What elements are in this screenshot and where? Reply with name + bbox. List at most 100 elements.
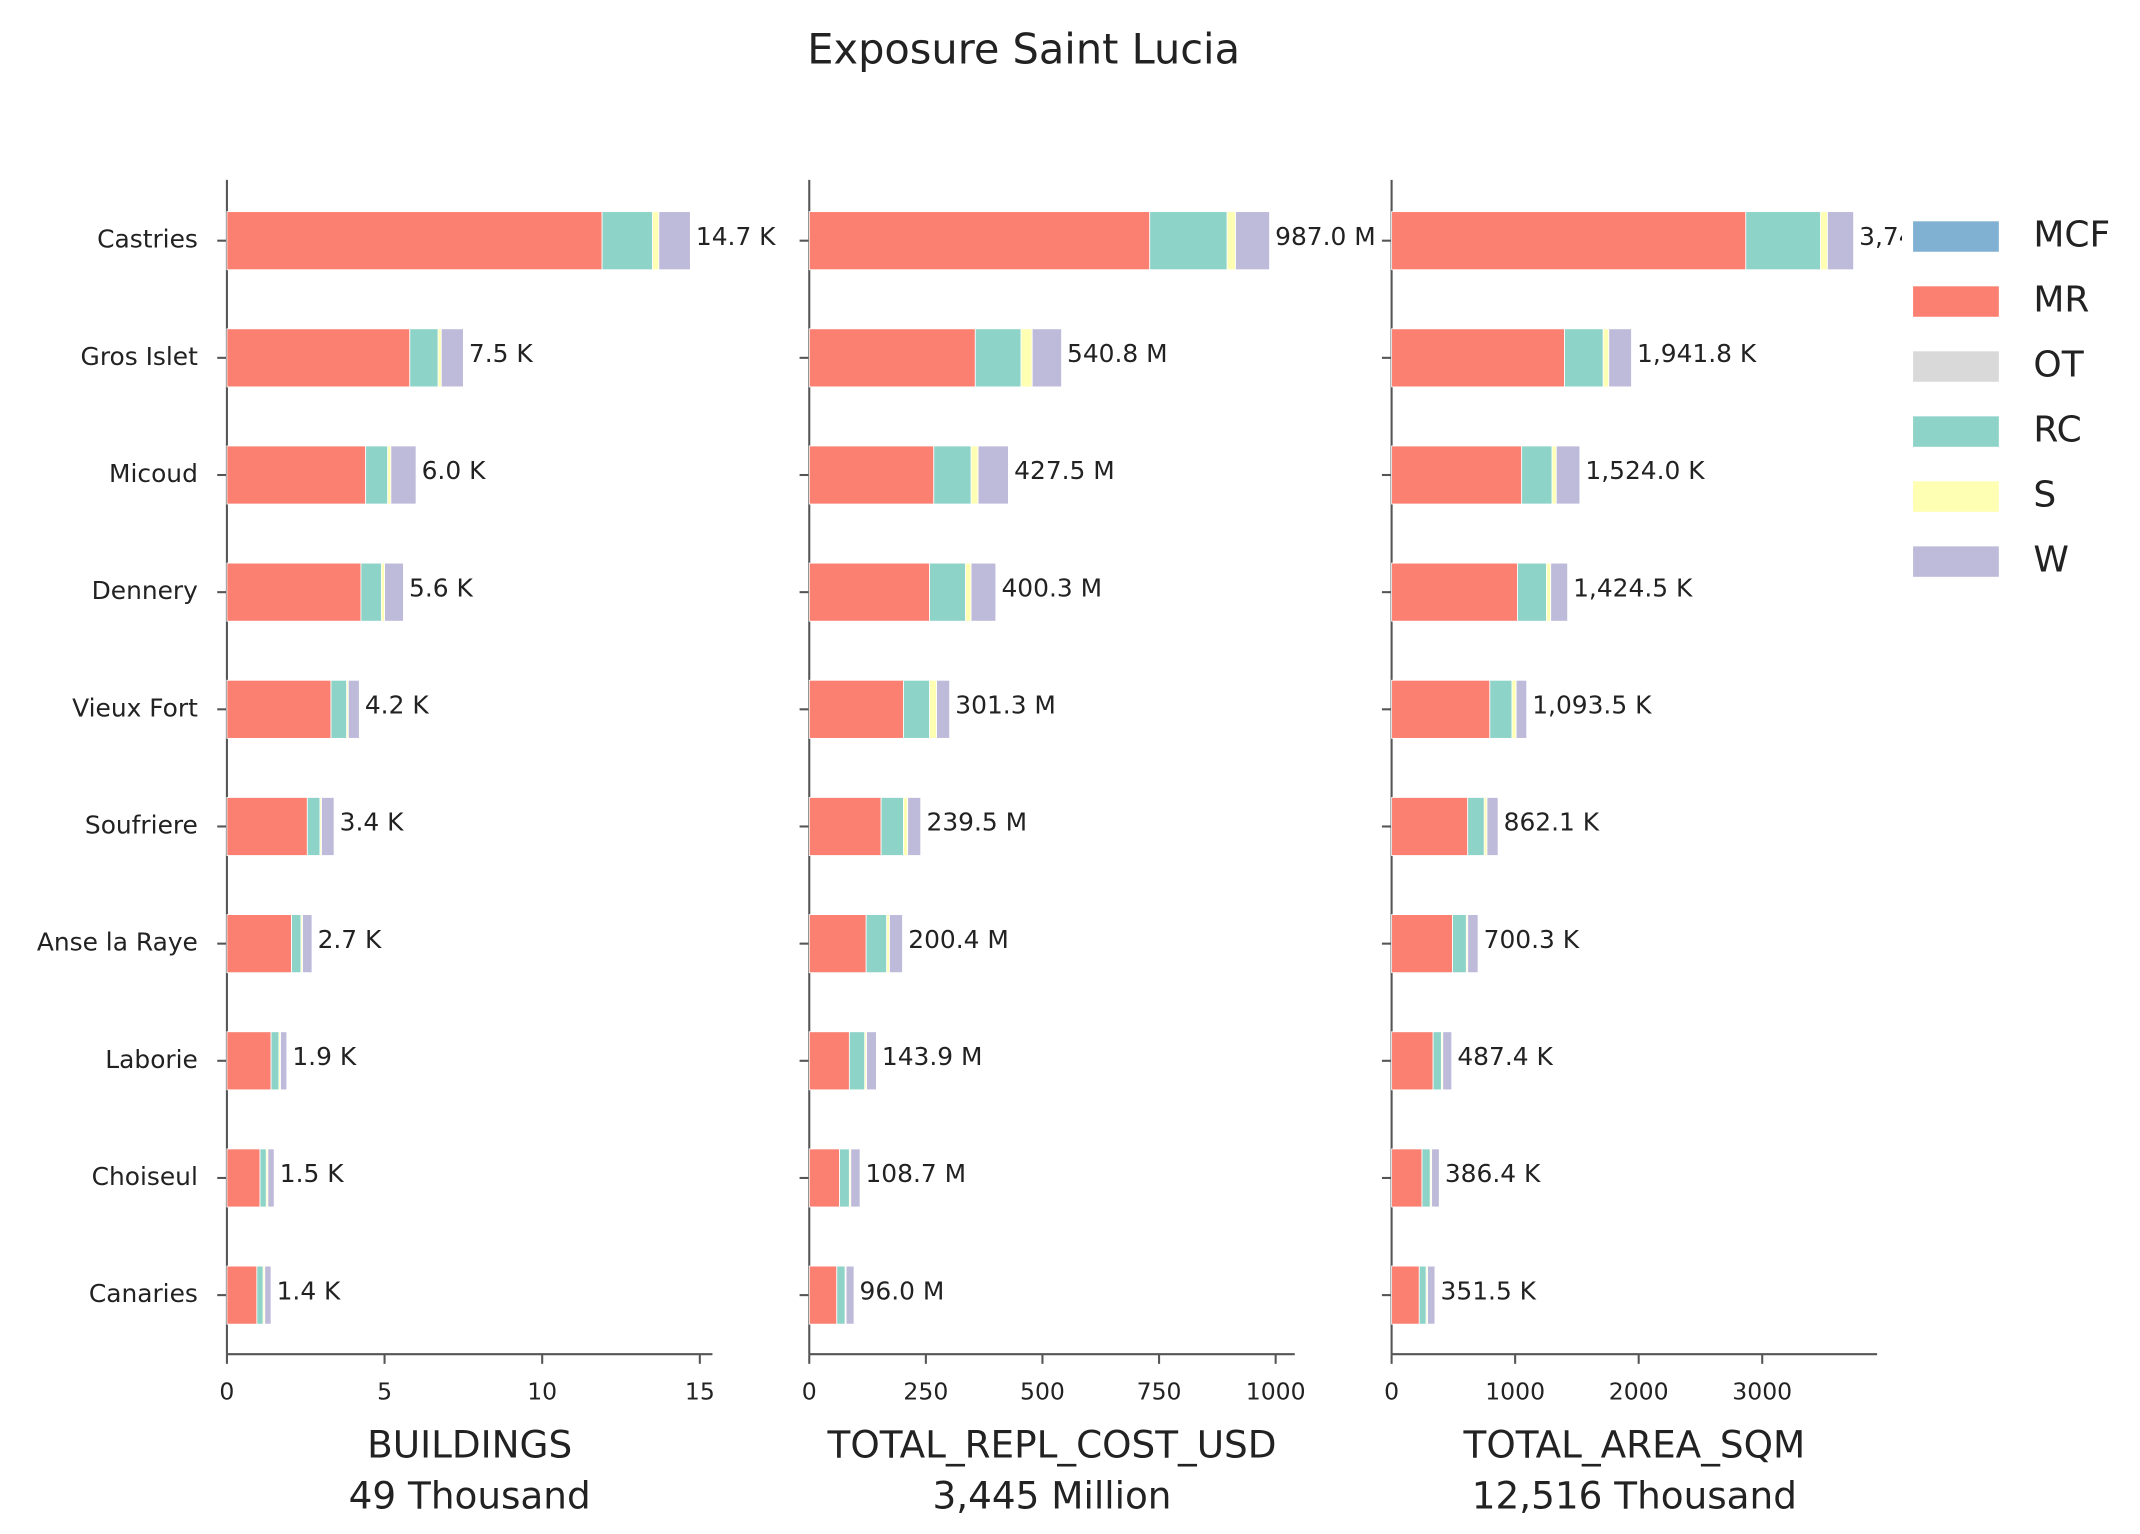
x-axis-note: 12,516 Thousand bbox=[1472, 1474, 1797, 1518]
legend-label: W bbox=[2033, 540, 2069, 581]
legend-label: S bbox=[2033, 475, 2056, 516]
bar-segment bbox=[226, 445, 367, 505]
x-tick-label: 1000 bbox=[1485, 1377, 1545, 1405]
total-label: 6.0 K bbox=[422, 456, 486, 485]
total-label: 1.4 K bbox=[277, 1276, 341, 1305]
y-tick-label: Vieux Fort bbox=[72, 693, 198, 722]
bar-segment bbox=[880, 797, 904, 856]
y-tick-label: Gros Islet bbox=[81, 342, 199, 371]
bar-segment bbox=[1432, 1031, 1442, 1091]
y-tick-label: Laborie bbox=[105, 1045, 198, 1074]
bar-segment bbox=[1442, 1031, 1453, 1091]
bar-segment bbox=[226, 1265, 258, 1325]
total-label: 14.7 K bbox=[696, 222, 776, 251]
y-tick-label: Anse la Raye bbox=[37, 928, 198, 957]
total-label: 1,941.8 K bbox=[1637, 339, 1757, 368]
x-axis-label: BUILDINGS bbox=[367, 1422, 572, 1466]
total-label: 3.4 K bbox=[340, 808, 404, 837]
total-label: 1,093.5 K bbox=[1532, 691, 1652, 720]
total-label: 1.5 K bbox=[280, 1159, 344, 1188]
total-label: 108.7 M bbox=[865, 1159, 966, 1188]
total-label: 1,424.5 K bbox=[1573, 573, 1693, 602]
x-axis-label: TOTAL_AREA_SQM bbox=[1463, 1422, 1806, 1466]
bar-segment bbox=[409, 328, 439, 388]
bar-segment bbox=[601, 211, 653, 271]
bar-segment bbox=[839, 1148, 850, 1208]
bar-segment bbox=[302, 914, 313, 974]
bar-segment bbox=[226, 562, 362, 622]
x-tick-label: 3000 bbox=[1732, 1377, 1792, 1405]
bar-segment bbox=[929, 679, 938, 739]
total-label: 862.1 K bbox=[1504, 808, 1600, 837]
bar-segment bbox=[903, 797, 909, 856]
bar-segment bbox=[1467, 797, 1485, 856]
bar-segment bbox=[384, 562, 404, 622]
y-tick-label: Dennery bbox=[92, 576, 198, 605]
bar-segment bbox=[330, 679, 348, 739]
bar-segment bbox=[808, 797, 882, 856]
legend-label: OT bbox=[2033, 345, 2084, 386]
bar-segment bbox=[977, 445, 1009, 505]
bar-segment bbox=[226, 1148, 261, 1208]
bar-segment bbox=[652, 211, 660, 271]
bar-segment bbox=[866, 1031, 877, 1091]
bar-segment bbox=[1550, 562, 1569, 622]
bar-segment bbox=[1564, 328, 1604, 388]
bar-segment bbox=[907, 797, 922, 856]
bar-segment bbox=[865, 914, 888, 974]
total-label: 143.9 M bbox=[882, 1042, 983, 1071]
bar-segment bbox=[1235, 211, 1271, 271]
bar-segment bbox=[1546, 562, 1552, 622]
bar-segment bbox=[440, 328, 464, 388]
bar-segment bbox=[1602, 328, 1610, 388]
bar-segment bbox=[390, 445, 417, 505]
total-label: 2.7 K bbox=[318, 925, 382, 954]
bar-segment bbox=[387, 445, 392, 505]
bar-segment bbox=[1391, 1265, 1420, 1325]
total-label: 400.3 M bbox=[1001, 573, 1102, 602]
bar-segment bbox=[1421, 1148, 1431, 1208]
x-tick-label: 0 bbox=[802, 1377, 817, 1405]
x-tick-label: 2000 bbox=[1609, 1377, 1669, 1405]
bar-segment bbox=[267, 1148, 275, 1208]
bar-segment bbox=[1391, 562, 1518, 622]
bar-segment bbox=[850, 1148, 861, 1208]
bar-segment bbox=[306, 797, 321, 856]
bar-segment bbox=[1431, 1148, 1440, 1208]
bar-segment bbox=[1467, 914, 1479, 974]
legend-swatch bbox=[1913, 351, 1999, 382]
x-axis-label: TOTAL_REPL_COST_USD bbox=[827, 1422, 1277, 1466]
legend-swatch bbox=[1913, 221, 1999, 252]
bar-segment bbox=[365, 445, 389, 505]
bar-segment bbox=[1452, 914, 1467, 974]
bar-segment bbox=[226, 797, 308, 856]
bar-segment bbox=[845, 1265, 855, 1325]
legend-label: RC bbox=[2033, 410, 2081, 451]
bar-segment bbox=[1391, 797, 1469, 856]
total-label: 7.5 K bbox=[469, 339, 533, 368]
bar-segment bbox=[808, 211, 1151, 271]
bar-segment bbox=[970, 445, 979, 505]
legend-swatch bbox=[1913, 546, 1999, 577]
bar-segment bbox=[1489, 679, 1513, 739]
chart-title: Exposure Saint Lucia bbox=[807, 25, 1240, 74]
bar-segment bbox=[808, 1265, 838, 1325]
total-label: 1,524.0 K bbox=[1585, 456, 1705, 485]
bar-segment bbox=[226, 328, 411, 388]
x-tick-label: 1000 bbox=[1246, 1377, 1306, 1405]
bar-segment bbox=[808, 914, 867, 974]
bar-segment bbox=[658, 211, 691, 271]
bar-segment bbox=[270, 1031, 280, 1091]
bar-segment bbox=[360, 562, 382, 622]
x-axis-note: 3,445 Million bbox=[933, 1474, 1172, 1518]
bar-segment bbox=[1391, 445, 1523, 505]
bar-segment bbox=[1515, 679, 1528, 739]
bar-segment bbox=[1551, 445, 1557, 505]
total-label: 5.6 K bbox=[409, 573, 473, 602]
bar-segment bbox=[291, 914, 302, 974]
bar-segment bbox=[1521, 445, 1553, 505]
bar-segment bbox=[1391, 1031, 1434, 1091]
bar-segment bbox=[1418, 1265, 1427, 1325]
bar-segment bbox=[936, 679, 951, 739]
